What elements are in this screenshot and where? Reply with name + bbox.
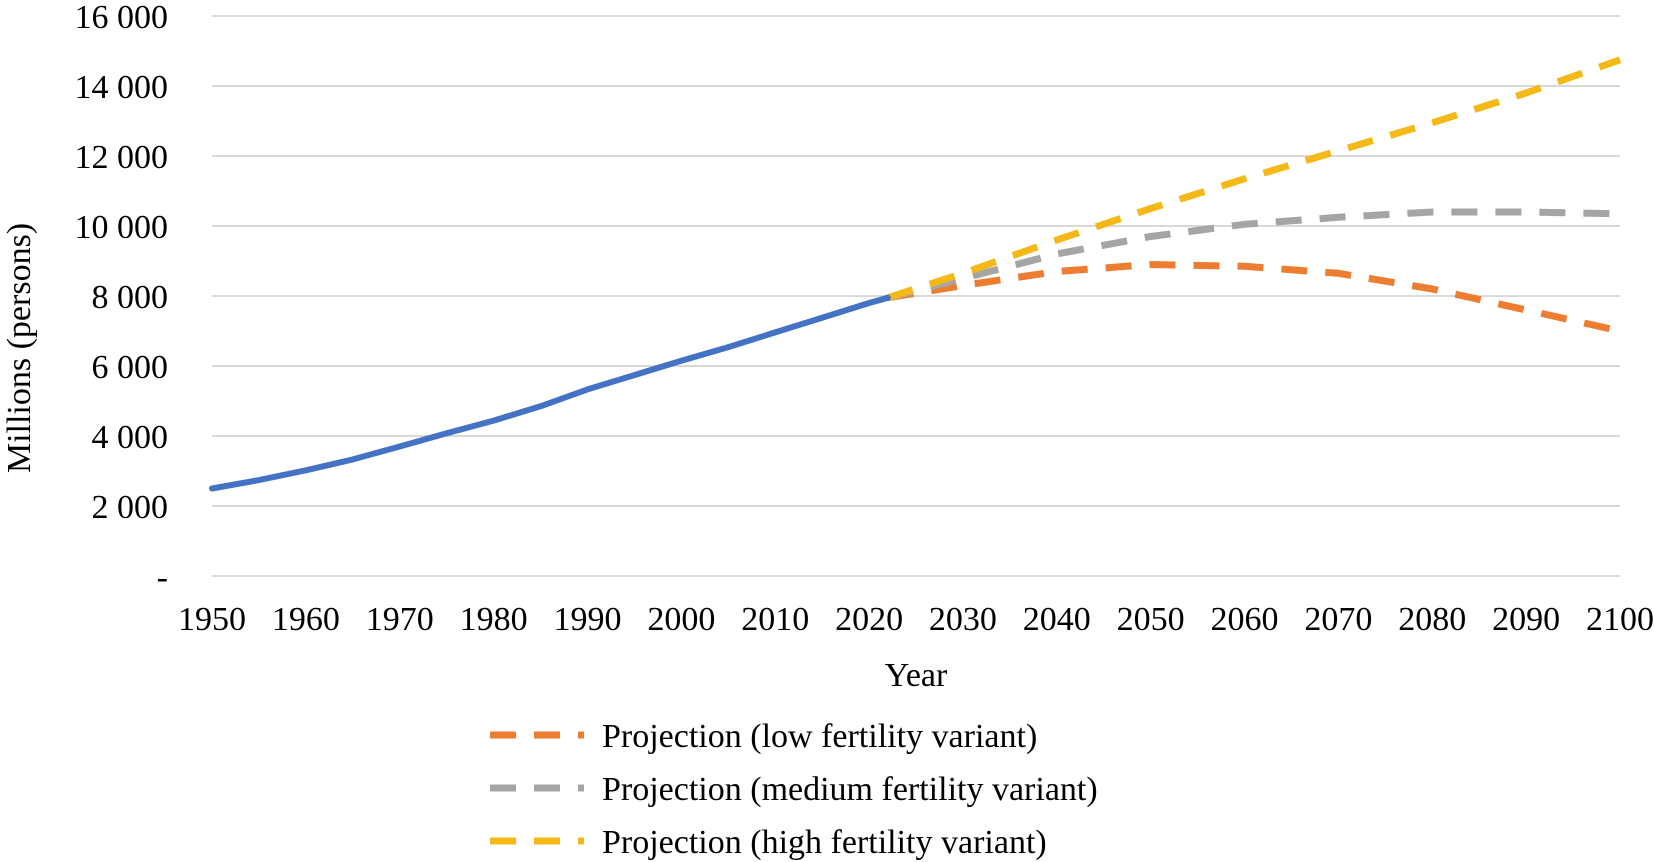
x-tick-label: 2010 xyxy=(741,601,809,638)
x-tick-label: 1990 xyxy=(553,601,621,638)
series-line-estimates xyxy=(209,294,891,492)
legend-label: Projection (low fertility variant) xyxy=(602,718,1037,755)
y-axis-ticks: - 2 000 4 000 6 000 8 000 10 000 12 000 14 000 1… xyxy=(75,0,169,596)
x-tick-label: 2090 xyxy=(1492,601,1560,638)
y-tick-label: 12 000 xyxy=(75,139,169,176)
x-tick-label: 1950 xyxy=(178,601,246,638)
legend-label: Projection (high fertility variant) xyxy=(602,824,1047,861)
y-tick-label: 14 000 xyxy=(75,69,169,106)
gridlines xyxy=(212,15,1620,577)
y-axis-title: Millions (persons) xyxy=(1,223,38,473)
plot-series xyxy=(209,56,1622,492)
y-tick-label: - xyxy=(157,559,168,596)
x-tick-label: 2030 xyxy=(929,601,997,638)
y-tick-label: 4 000 xyxy=(92,419,169,456)
legend: Projection (low fertility variant) Projec… xyxy=(490,718,1098,861)
y-tick-label: 8 000 xyxy=(92,279,169,316)
series-line-projection-2 xyxy=(886,208,1621,302)
y-tick-label: 6 000 xyxy=(92,349,169,386)
y-tick-label: 16 000 xyxy=(75,0,169,36)
x-tick-label: 1960 xyxy=(272,601,340,638)
x-tick-label: 2070 xyxy=(1304,601,1372,638)
x-tick-label: 2020 xyxy=(835,601,903,638)
x-tick-label: 2050 xyxy=(1117,601,1185,638)
legend-label: Projection (medium fertility variant) xyxy=(602,771,1098,808)
x-tick-label: 2100 xyxy=(1586,601,1654,638)
x-tick-label: 1980 xyxy=(460,601,528,638)
x-tick-label: 1970 xyxy=(366,601,434,638)
x-tick-label: 2040 xyxy=(1023,601,1091,638)
x-tick-label: 2000 xyxy=(647,601,715,638)
y-tick-label: 10 000 xyxy=(75,209,169,246)
series-line-projection-3 xyxy=(886,56,1622,302)
x-axis-ticks: 1950 1960 1970 1980 1990 2000 2010 2020 2030 2040… xyxy=(178,601,1654,638)
x-tick-label: 2060 xyxy=(1211,601,1279,638)
series-line-projection-1 xyxy=(887,261,1621,335)
y-tick-label: 2 000 xyxy=(92,489,169,526)
x-tick-label: 2080 xyxy=(1398,601,1466,638)
x-axis-title: Year xyxy=(885,657,948,694)
